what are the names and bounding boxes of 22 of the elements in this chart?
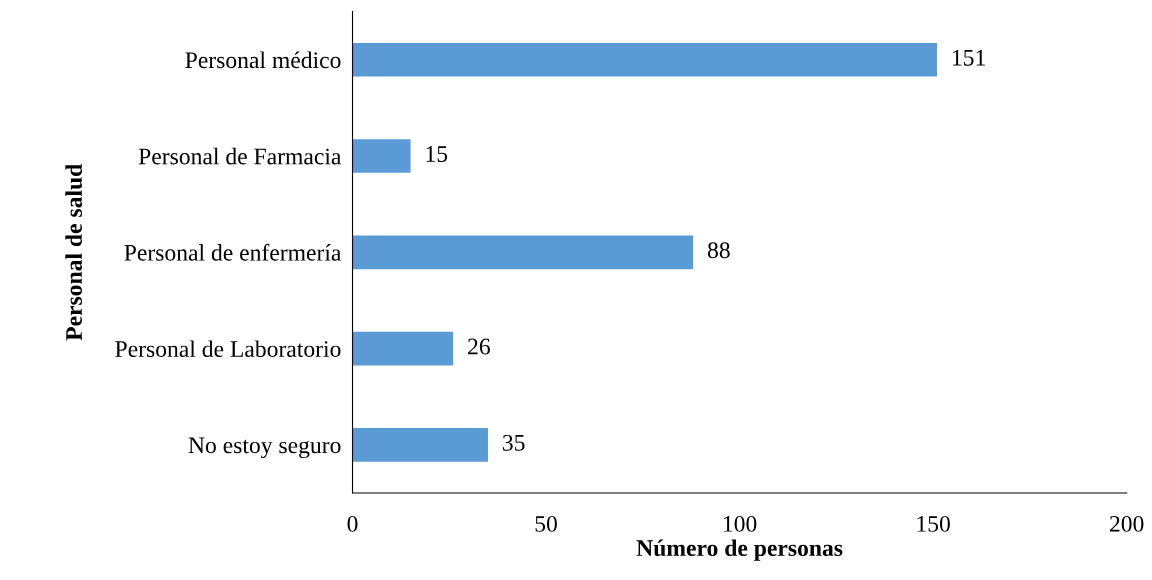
x-tick-label: 0 <box>347 515 358 532</box>
y-tick-label: No estoy seguro <box>188 437 341 459</box>
data-label: 35 <box>503 434 525 451</box>
y-tick-label: Personal de enfermería <box>124 243 342 261</box>
bar <box>352 42 937 77</box>
x-tick-label: 150 <box>917 515 950 532</box>
data-label: 15 <box>426 146 448 162</box>
x-axis-title: Número de personas <box>636 539 843 561</box>
bar <box>352 428 488 462</box>
x-tick-label: 200 <box>1109 515 1144 532</box>
data-label: 26 <box>468 338 490 355</box>
x-tick-label: 50 <box>535 515 557 532</box>
bar <box>352 235 694 270</box>
bar <box>352 331 454 366</box>
y-tick-label: Personal médico <box>185 51 341 69</box>
y-tick-label: Personal de Laboratorio <box>115 340 341 357</box>
y-tick-label: Personal de Farmacia <box>138 147 342 165</box>
data-label: 88 <box>707 242 730 259</box>
y-axis-title: Personal de salud <box>65 164 83 341</box>
bar <box>352 139 411 173</box>
data-label: 151 <box>952 49 985 66</box>
x-tick-label: 100 <box>723 515 757 532</box>
